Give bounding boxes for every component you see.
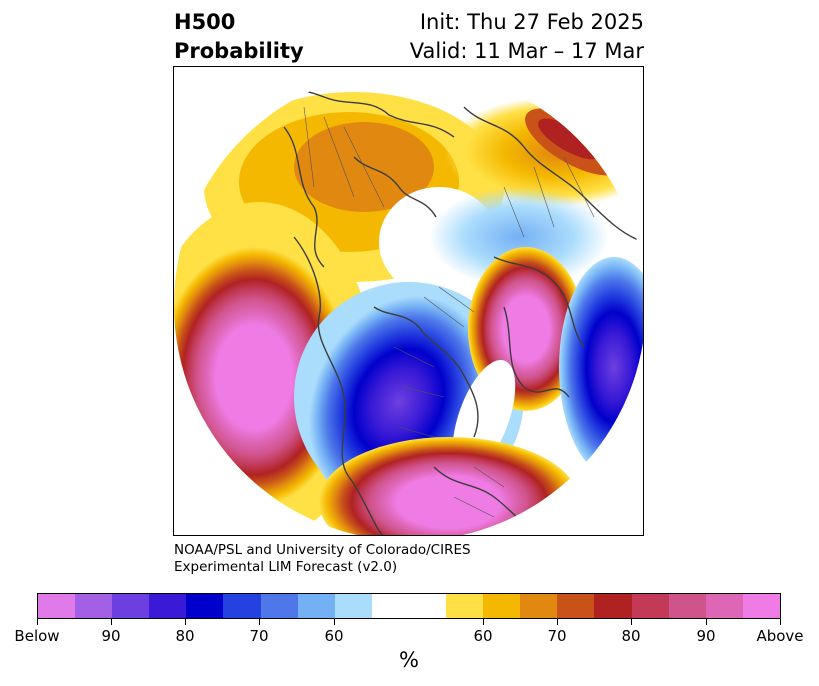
colorbar-segment	[483, 594, 521, 618]
political-borders	[303, 106, 595, 518]
colorbar-tick	[259, 619, 260, 625]
colorbar-segment	[520, 594, 558, 618]
colorbar-segment	[371, 594, 447, 618]
polar-stereographic-map	[174, 69, 643, 535]
colorbar-segment	[668, 594, 706, 618]
colorbar-segment	[112, 594, 150, 618]
colorbar-tick-label: 70	[249, 627, 269, 645]
credit-line-1: NOAA/PSL and University of Colorado/CIRE…	[174, 542, 471, 558]
forecast-dates: Init: Thu 27 Feb 2025 Valid: 11 Mar – 17…	[410, 8, 644, 66]
forecast-field	[174, 69, 643, 535]
colorbar-segment	[557, 594, 595, 618]
credit-line-2: Experimental LIM Forecast (v2.0)	[174, 559, 398, 575]
colorbar-tick	[185, 619, 186, 625]
colorbar-segment	[149, 594, 187, 618]
colorbar-segment	[705, 594, 743, 618]
colorbar-segment	[631, 594, 669, 618]
colorbar-segment	[186, 594, 224, 618]
cool-region-siberia	[429, 187, 609, 287]
colorbar-tick-label: 80	[175, 627, 195, 645]
colorbar-segment	[75, 594, 113, 618]
colorbar-unit: %	[399, 648, 419, 672]
valid-range: Valid: 11 Mar – 17 Mar	[409, 39, 644, 63]
colorbar-segment	[260, 594, 298, 618]
colorbar-tick-label: 60	[473, 627, 493, 645]
colorbar-segment	[38, 594, 76, 618]
colorbar-tick-label: 80	[621, 627, 641, 645]
title-type: Probability	[174, 39, 304, 63]
colorbar-tick-label: Below	[14, 627, 60, 645]
colorbar-tick	[334, 619, 335, 625]
colorbar-tick	[37, 619, 38, 625]
colorbar-segment	[223, 594, 261, 618]
colorbar-tick	[780, 619, 781, 625]
map-title: H500 Probability	[174, 8, 304, 66]
colorbar-segment	[297, 594, 335, 618]
colorbar-tick	[706, 619, 707, 625]
init-date: Init: Thu 27 Feb 2025	[419, 10, 644, 34]
colorbar	[37, 593, 781, 619]
probability-map	[173, 66, 644, 536]
colorbar-tick	[483, 619, 484, 625]
colorbar-segment	[334, 594, 372, 618]
colorbar-tick	[111, 619, 112, 625]
colorbar-tick-label: 70	[547, 627, 567, 645]
colorbar-segment	[742, 594, 780, 618]
colorbar-tick	[631, 619, 632, 625]
colorbar-tick-label: 90	[101, 627, 121, 645]
colorbar-segment	[446, 594, 484, 618]
colorbar-tick-label: 60	[324, 627, 344, 645]
colorbar-segment	[594, 594, 632, 618]
colorbar-tick-label: Above	[756, 627, 804, 645]
colorbar-tick	[557, 619, 558, 625]
credit-text: NOAA/PSL and University of Colorado/CIRE…	[174, 542, 471, 576]
colorbar-tick-label: 90	[696, 627, 716, 645]
title-variable: H500	[174, 10, 236, 34]
